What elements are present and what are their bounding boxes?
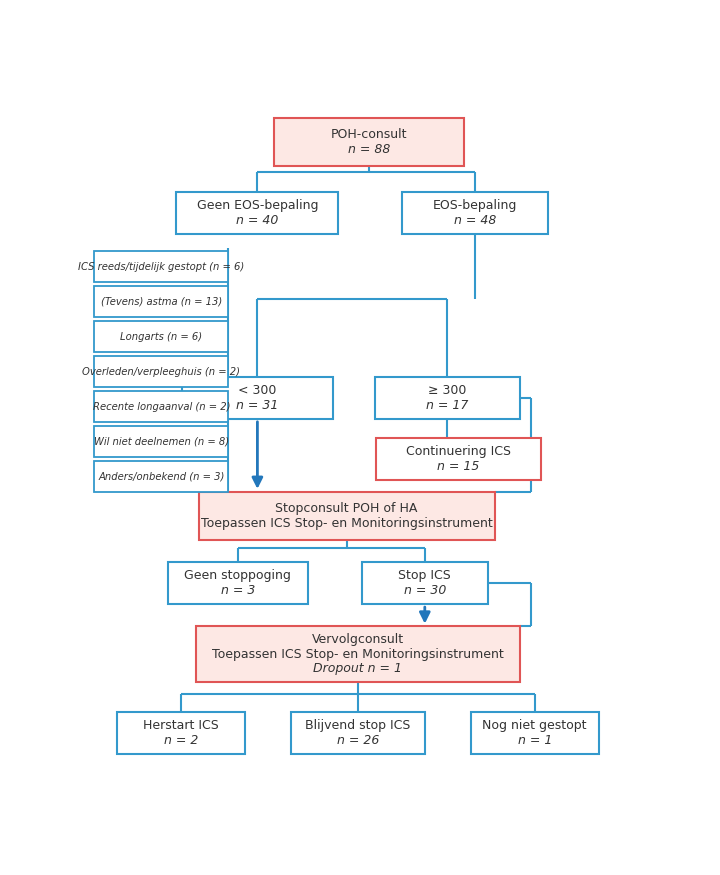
FancyBboxPatch shape — [117, 712, 245, 754]
FancyBboxPatch shape — [94, 426, 228, 458]
Text: Nog niet gestopt: Nog niet gestopt — [482, 719, 587, 732]
FancyBboxPatch shape — [94, 356, 228, 388]
Text: n = 48: n = 48 — [454, 214, 496, 227]
Text: n = 26: n = 26 — [337, 734, 379, 747]
FancyBboxPatch shape — [176, 192, 338, 234]
Text: Longarts (n = 6): Longarts (n = 6) — [120, 332, 202, 342]
Text: POH-consult: POH-consult — [330, 128, 408, 141]
FancyBboxPatch shape — [168, 563, 307, 605]
Text: Geen stoppoging: Geen stoppoging — [184, 570, 292, 583]
Text: Geen EOS-bepaling: Geen EOS-bepaling — [197, 199, 318, 212]
Text: Stop ICS: Stop ICS — [398, 570, 451, 583]
FancyBboxPatch shape — [274, 118, 464, 166]
FancyBboxPatch shape — [94, 461, 228, 493]
Text: Stopconsult POH of HA: Stopconsult POH of HA — [276, 502, 418, 515]
Text: Overleden/verpleeghuis (n = 2): Overleden/verpleeghuis (n = 2) — [82, 367, 240, 377]
Text: Continuering ICS: Continuering ICS — [406, 444, 510, 458]
FancyBboxPatch shape — [291, 712, 425, 754]
Text: EOS-bepaling: EOS-bepaling — [433, 199, 517, 212]
Text: n = 31: n = 31 — [236, 399, 279, 412]
FancyBboxPatch shape — [374, 377, 520, 419]
Text: Dropout n = 1: Dropout n = 1 — [313, 662, 402, 676]
FancyBboxPatch shape — [199, 492, 495, 540]
Text: n = 2: n = 2 — [163, 734, 198, 747]
FancyBboxPatch shape — [94, 286, 228, 318]
Text: Vervolgconsult: Vervolgconsult — [312, 633, 404, 646]
Text: n = 17: n = 17 — [426, 399, 468, 412]
Text: n = 1: n = 1 — [518, 734, 552, 747]
FancyBboxPatch shape — [94, 391, 228, 423]
Text: n = 3: n = 3 — [221, 584, 255, 598]
Text: n = 30: n = 30 — [404, 584, 446, 598]
FancyBboxPatch shape — [196, 626, 520, 682]
FancyBboxPatch shape — [94, 251, 228, 283]
Text: Wil niet deelnemen (n = 8): Wil niet deelnemen (n = 8) — [94, 437, 229, 447]
Text: n = 15: n = 15 — [437, 459, 480, 472]
Text: n = 40: n = 40 — [236, 214, 279, 227]
Text: < 300: < 300 — [238, 384, 276, 397]
FancyBboxPatch shape — [94, 321, 228, 353]
Text: n = 88: n = 88 — [348, 143, 390, 156]
Text: Toepassen ICS Stop- en Monitoringsinstrument: Toepassen ICS Stop- en Monitoringsinstru… — [201, 517, 492, 530]
Text: ICS reeds/tijdelijk gestopt (n = 6): ICS reeds/tijdelijk gestopt (n = 6) — [78, 262, 245, 272]
FancyBboxPatch shape — [376, 438, 541, 480]
Text: (Tevens) astma (n = 13): (Tevens) astma (n = 13) — [101, 297, 222, 307]
Text: Herstart ICS: Herstart ICS — [143, 719, 219, 732]
FancyBboxPatch shape — [471, 712, 599, 754]
Text: Toepassen ICS Stop- en Monitoringsinstrument: Toepassen ICS Stop- en Monitoringsinstru… — [212, 648, 504, 661]
Text: Blijvend stop ICS: Blijvend stop ICS — [305, 719, 410, 732]
Text: ≥ 300: ≥ 300 — [428, 384, 467, 397]
Text: Recente longaanval (n = 2): Recente longaanval (n = 2) — [93, 402, 230, 412]
FancyBboxPatch shape — [362, 563, 487, 605]
FancyBboxPatch shape — [402, 192, 547, 234]
FancyBboxPatch shape — [182, 377, 333, 419]
Text: Anders/onbekend (n = 3): Anders/onbekend (n = 3) — [98, 472, 225, 482]
